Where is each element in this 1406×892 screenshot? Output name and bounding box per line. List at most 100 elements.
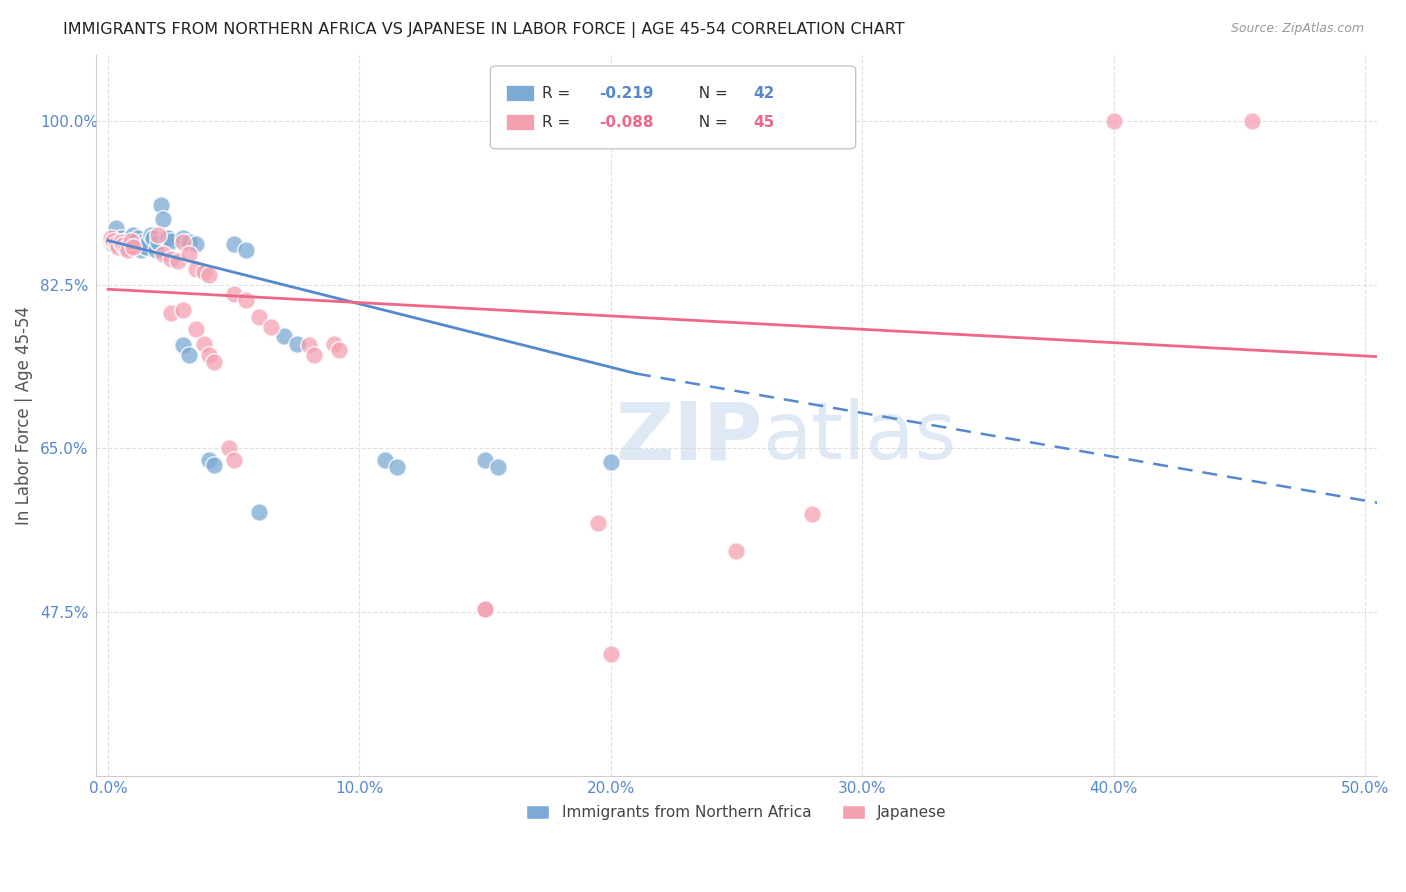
Point: [148, 227, 170, 242]
Point: [120, 237, 142, 252]
Point: [110, 235, 132, 250]
Y-axis label: In Labor Force | Age 45-54: In Labor Force | Age 45-54: [15, 306, 32, 525]
Point: [142, 231, 165, 245]
Point: [157, 231, 180, 245]
Point: [107, 235, 129, 250]
Point: [177, 348, 200, 362]
Text: Source: ZipAtlas.com: Source: ZipAtlas.com: [1230, 22, 1364, 36]
Point: [197, 268, 219, 283]
Point: [177, 235, 200, 250]
Point: [110, 231, 132, 245]
Point: [135, 240, 157, 254]
Point: [152, 246, 174, 260]
Text: -0.088: -0.088: [599, 115, 654, 129]
Point: [486, 460, 509, 475]
Point: [122, 227, 145, 242]
Point: [172, 338, 194, 352]
Point: [474, 602, 496, 616]
Point: [125, 235, 148, 250]
Point: [167, 254, 190, 268]
Point: [247, 505, 270, 519]
Text: -0.219: -0.219: [599, 86, 654, 101]
Point: [172, 235, 194, 250]
Point: [474, 602, 496, 616]
Point: [160, 306, 183, 320]
Point: [222, 452, 245, 467]
Point: [145, 243, 167, 257]
Point: [222, 287, 245, 301]
Point: [100, 235, 122, 250]
Point: [117, 243, 139, 257]
Text: 45: 45: [754, 115, 775, 129]
Point: [112, 235, 135, 250]
Point: [222, 237, 245, 252]
Point: [474, 452, 496, 467]
Text: R =: R =: [541, 86, 579, 101]
Point: [285, 336, 308, 351]
Point: [122, 240, 145, 254]
Point: [160, 234, 183, 248]
Point: [599, 455, 621, 469]
Text: R =: R =: [541, 115, 579, 129]
Point: [184, 237, 207, 252]
Point: [129, 243, 152, 257]
Point: [184, 321, 207, 335]
Point: [1102, 113, 1125, 128]
Point: [152, 212, 174, 227]
Point: [100, 231, 122, 245]
Point: [114, 237, 136, 252]
Point: [177, 246, 200, 260]
Text: 42: 42: [754, 86, 775, 101]
Point: [149, 198, 172, 212]
Text: atlas: atlas: [762, 399, 956, 476]
Point: [202, 458, 225, 473]
Point: [235, 293, 257, 308]
Point: [197, 348, 219, 362]
Point: [104, 221, 127, 235]
Point: [260, 319, 283, 334]
Point: [193, 336, 215, 351]
Legend: Immigrants from Northern Africa, Japanese: Immigrants from Northern Africa, Japanes…: [520, 799, 953, 826]
Point: [800, 507, 823, 521]
Point: [136, 235, 159, 250]
Point: [328, 343, 350, 357]
Point: [127, 231, 149, 245]
Point: [120, 234, 142, 248]
Point: [599, 648, 621, 662]
Point: [107, 240, 129, 254]
Point: [302, 348, 325, 362]
Text: N =: N =: [689, 115, 733, 129]
Point: [218, 442, 240, 456]
Point: [101, 234, 124, 248]
FancyBboxPatch shape: [491, 66, 856, 149]
Point: [114, 241, 136, 255]
Text: N =: N =: [689, 86, 733, 101]
Point: [385, 460, 408, 475]
Point: [193, 265, 215, 279]
Point: [132, 235, 155, 250]
Point: [155, 231, 177, 245]
Point: [160, 252, 183, 267]
Point: [148, 235, 170, 250]
Point: [202, 355, 225, 369]
Point: [586, 516, 609, 531]
Point: [273, 329, 295, 343]
Point: [184, 261, 207, 276]
Point: [1240, 113, 1263, 128]
Point: [139, 227, 162, 242]
Point: [298, 338, 321, 352]
Point: [172, 231, 194, 245]
Point: [117, 233, 139, 247]
Point: [374, 452, 396, 467]
Text: IMMIGRANTS FROM NORTHERN AFRICA VS JAPANESE IN LABOR FORCE | AGE 45-54 CORRELATI: IMMIGRANTS FROM NORTHERN AFRICA VS JAPAN…: [63, 22, 905, 38]
Point: [172, 302, 194, 317]
Point: [247, 310, 270, 325]
Point: [235, 243, 257, 257]
Point: [112, 238, 135, 252]
Bar: [506, 114, 534, 130]
Text: ZIP: ZIP: [614, 399, 762, 476]
Point: [101, 237, 124, 252]
Point: [725, 544, 748, 558]
Bar: [506, 86, 534, 102]
Point: [104, 237, 127, 252]
